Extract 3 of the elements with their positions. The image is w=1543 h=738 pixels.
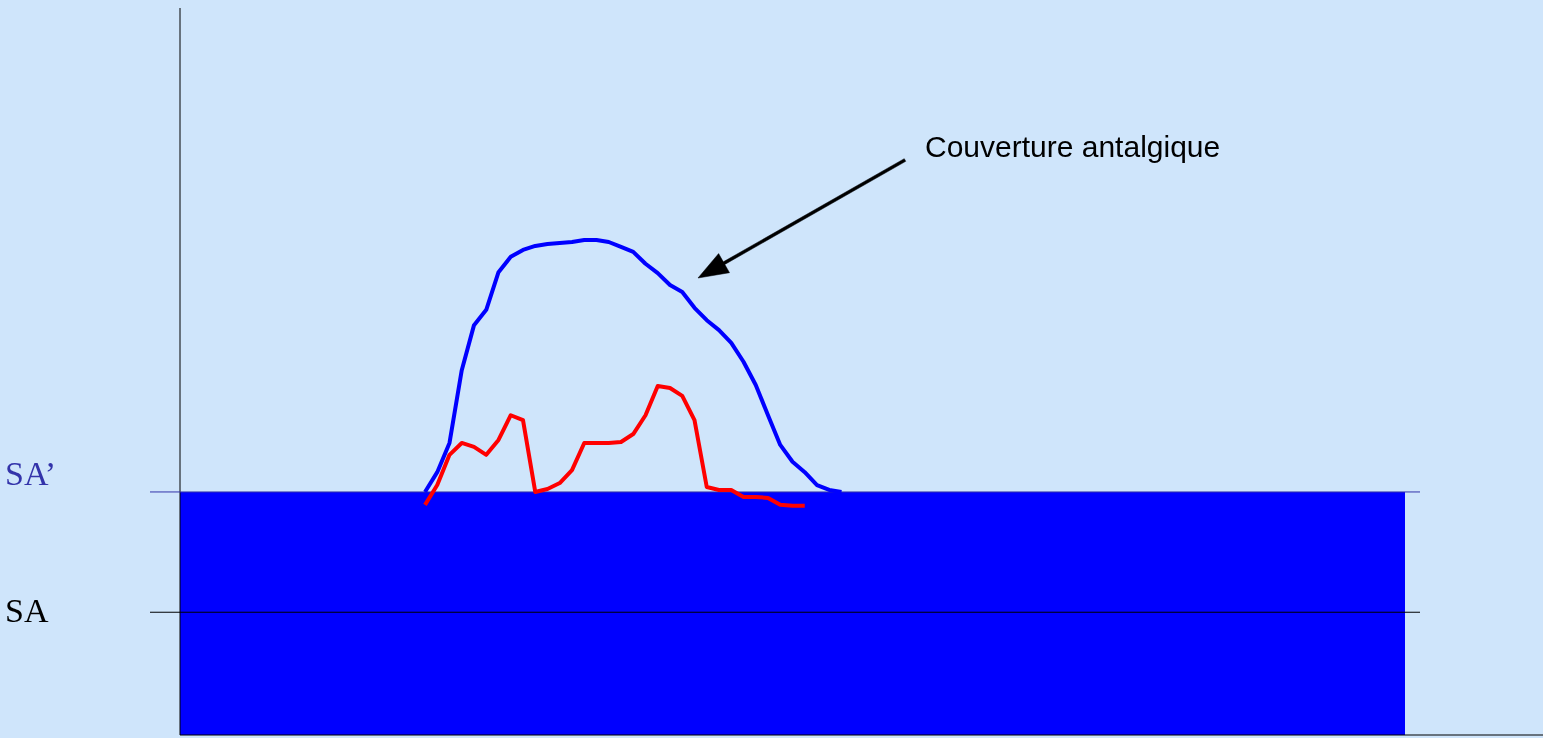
ref-line-label: SA’	[5, 454, 57, 492]
text: Couverture antalgique	[925, 130, 1221, 163]
ref-line-label: SA	[5, 592, 49, 630]
